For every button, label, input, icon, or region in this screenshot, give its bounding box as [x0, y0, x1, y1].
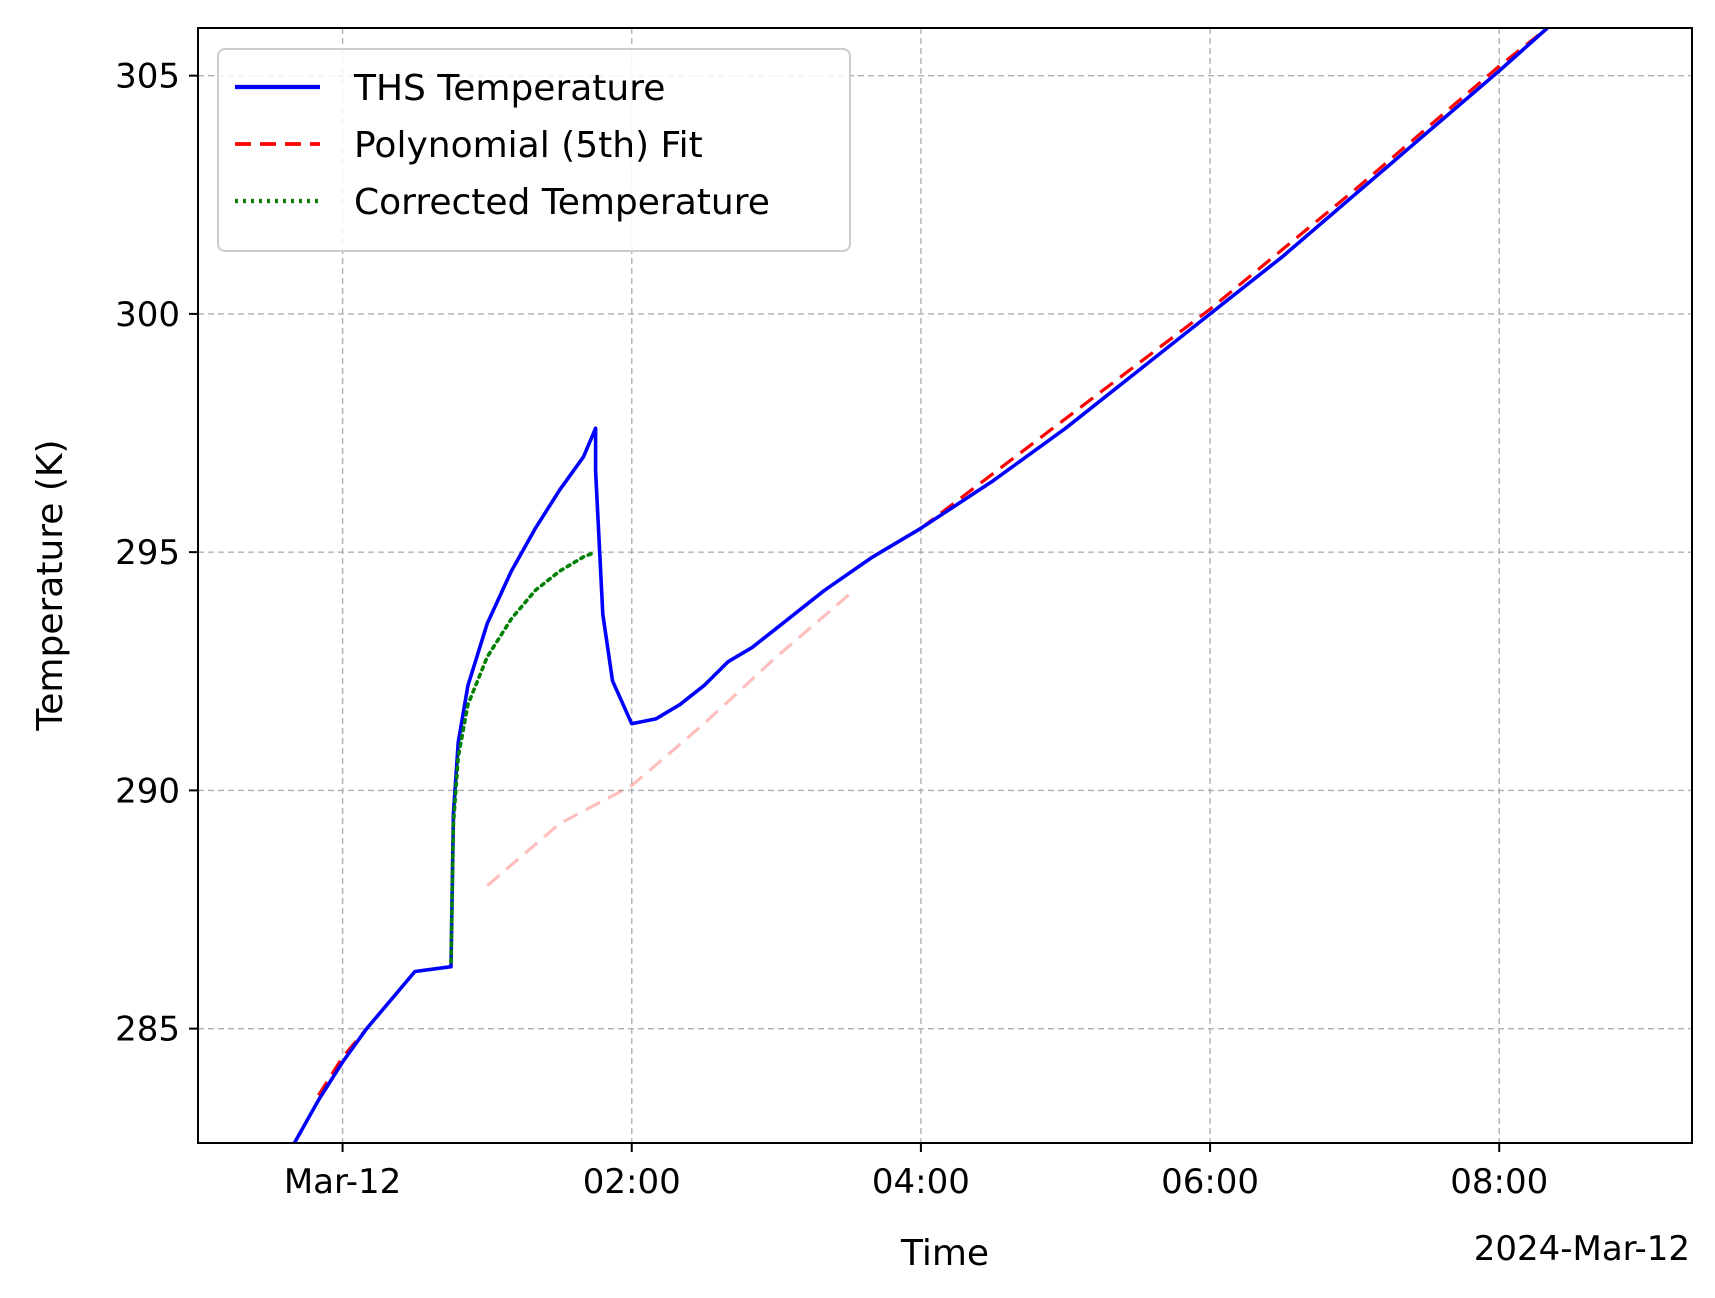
x-tick-label: Mar-12: [284, 1162, 402, 1202]
x-axis-title: Time: [900, 1233, 989, 1274]
x-offset-label: 2024-Mar-12: [1474, 1229, 1690, 1269]
legend-label-polynomial-5th-fit: Polynomial (5th) Fit: [354, 125, 703, 166]
polynomial-5th-fit-line: [919, 28, 1549, 530]
y-tick-label: 290: [115, 771, 180, 811]
series-layer: [292, 28, 1549, 1143]
axes-frame: [197, 27, 1693, 1144]
polynomial-5th-fit-line: [486, 593, 850, 887]
plot-area: [292, 28, 1549, 1143]
y-tick-label: 285: [115, 1010, 180, 1050]
x-tick-label: 02:00: [583, 1162, 681, 1202]
legend-box: [217, 48, 851, 252]
x-tick-label: 04:00: [872, 1162, 970, 1202]
x-tick-label: 08:00: [1450, 1162, 1548, 1202]
legend-label-corrected-temperature: Corrected Temperature: [354, 182, 770, 223]
y-tick-label: 295: [115, 533, 180, 573]
x-tick-label: 06:00: [1161, 1162, 1259, 1202]
polynomial-5th-fit-line: [317, 970, 417, 1097]
y-tick-label: 305: [115, 57, 180, 97]
y-axis-title: Temperature (K): [30, 439, 71, 731]
y-tick-label: 300: [115, 295, 180, 335]
legend-label-ths-temperature: THS Temperature: [353, 68, 665, 109]
x-axis: Mar-12 02:00 04:00 06:00 08:00: [284, 1143, 1548, 1202]
legend: THS Temperature Polynomial (5th) Fit Corre…: [217, 48, 851, 252]
y-axis: 285 290 295 300 305: [115, 57, 198, 1050]
corrected-temperature-line: [449, 550, 598, 964]
